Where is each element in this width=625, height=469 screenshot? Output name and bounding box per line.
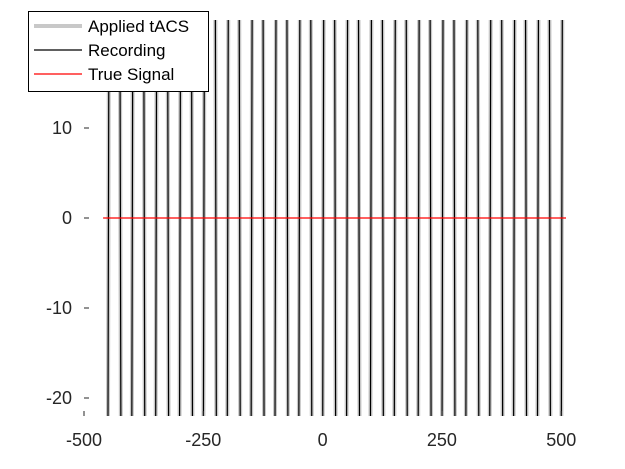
x-tick-label: 0 (318, 430, 328, 450)
y-tick-label: 0 (62, 208, 72, 228)
x-tick-label: 500 (546, 430, 576, 450)
x-tick-label: -500 (66, 430, 102, 450)
x-tick-label: 250 (427, 430, 457, 450)
legend-label: Recording (88, 41, 166, 60)
legend: Applied tACS Recording True Signal (28, 11, 209, 92)
x-axis: -500 -250 0 250 500 (66, 411, 576, 450)
plot-area (103, 20, 566, 416)
y-tick-label: -20 (46, 388, 72, 408)
legend-label: Applied tACS (88, 17, 189, 36)
legend-label: True Signal (88, 65, 174, 84)
y-axis: -20 -10 0 10 (46, 118, 89, 408)
y-tick-label: -10 (46, 298, 72, 318)
series-group (103, 20, 566, 416)
y-tick-label: 10 (52, 118, 72, 138)
x-tick-label: -250 (185, 430, 221, 450)
